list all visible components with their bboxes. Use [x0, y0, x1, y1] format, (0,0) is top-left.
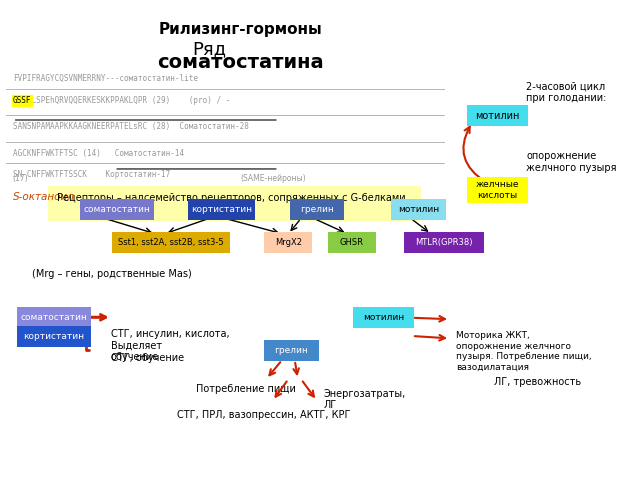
Text: (Mrg – гены, родственные Mas): (Mrg – гены, родственные Mas)	[32, 269, 191, 279]
FancyBboxPatch shape	[47, 186, 422, 221]
Text: соматостатина: соматостатина	[157, 53, 324, 72]
Text: опорожнение
желчного пузыря: опорожнение желчного пузыря	[526, 151, 616, 173]
Text: грелин: грелин	[300, 205, 334, 214]
FancyBboxPatch shape	[391, 199, 445, 220]
Text: СТГ, инсулин, кислота,
Выделяет
обучение: СТГ, инсулин, кислота, Выделяет обучение	[111, 329, 230, 362]
Text: GSSFLSPEhQRVQQERKESKKPPAKLQPR (29)    (pro) / -: GSSFLSPEhQRVQQERKESKKPPAKLQPR (29) (pro)…	[13, 96, 230, 105]
Text: SN-CNFFWKTFTSSCK    Кортостатин-17: SN-CNFFWKTFTSSCK Кортостатин-17	[13, 170, 170, 180]
Text: Рецепторы – надсемейство рецепторов, сопряженных с G-белками: Рецепторы – надсемейство рецепторов, соп…	[57, 193, 406, 203]
FancyBboxPatch shape	[264, 232, 312, 253]
FancyBboxPatch shape	[188, 199, 255, 220]
FancyBboxPatch shape	[328, 232, 376, 253]
Text: S-октаноил: S-октаноил	[13, 192, 74, 202]
Text: AGCKNFFWKTFTSC (14)   Соматостатин-14: AGCKNFFWKTFTSC (14) Соматостатин-14	[13, 149, 184, 158]
Text: соматостатин: соматостатин	[84, 205, 150, 214]
Text: кортистатин: кортистатин	[191, 205, 252, 214]
FancyBboxPatch shape	[264, 340, 319, 361]
Text: Ряд: Ряд	[192, 41, 226, 59]
Text: соматостатин: соматостатин	[20, 313, 87, 322]
Text: Рилизинг-гормоны: Рилизинг-гормоны	[159, 22, 323, 36]
Text: Sst1, sst2A, sst2B, sst3-5: Sst1, sst2A, sst2B, sst3-5	[118, 239, 224, 247]
Text: грелин: грелин	[275, 347, 308, 355]
Text: SANSNPAMAAPKKAAGKNEERPATELsRC (28)  Соматостатин-28: SANSNPAMAAPKKAAGKNEERPATELsRC (28) Сомат…	[13, 122, 248, 132]
Text: GSSF: GSSF	[13, 96, 31, 105]
Text: FVPIFRAGYCQSVNMERRNY---соматостатин-lite: FVPIFRAGYCQSVNMERRNY---соматостатин-lite	[13, 74, 198, 84]
Text: 2-часовой цикл
при голодании:: 2-часовой цикл при голодании:	[526, 82, 607, 103]
FancyBboxPatch shape	[17, 326, 91, 347]
Text: MrgX2: MrgX2	[275, 239, 302, 247]
FancyBboxPatch shape	[467, 105, 528, 126]
FancyBboxPatch shape	[404, 232, 484, 253]
FancyBboxPatch shape	[467, 177, 528, 203]
Text: желчные
кислоты: желчные кислоты	[476, 180, 519, 200]
Text: ЛГ, тревожность: ЛГ, тревожность	[494, 377, 582, 387]
FancyBboxPatch shape	[112, 232, 230, 253]
FancyBboxPatch shape	[290, 199, 344, 220]
Text: мотилин: мотилин	[363, 313, 404, 322]
Text: GHSR: GHSR	[340, 239, 364, 247]
Text: СТГ, ПРЛ, вазопрессин, АКТГ, КРГ: СТГ, ПРЛ, вазопрессин, АКТГ, КРГ	[177, 410, 351, 420]
Text: мотилин: мотилин	[476, 111, 520, 120]
Text: Потребление пищи: Потребление пищи	[196, 384, 296, 394]
Text: кортистатин: кортистатин	[23, 332, 84, 341]
Text: мотилин: мотилин	[397, 205, 439, 214]
Text: Энергозатраты,
ЛГ: Энергозатраты, ЛГ	[323, 389, 406, 410]
FancyBboxPatch shape	[81, 199, 154, 220]
FancyBboxPatch shape	[17, 307, 91, 328]
Text: Моторика ЖКТ,
опорожнение желчного
пузыря. Потребление пищи,
вазодилатация: Моторика ЖКТ, опорожнение желчного пузыр…	[456, 331, 592, 372]
Text: MTLR(GPR38): MTLR(GPR38)	[415, 239, 472, 247]
Text: (SAME-нейроны): (SAME-нейроны)	[241, 174, 307, 183]
FancyBboxPatch shape	[353, 307, 414, 328]
Text: (17): (17)	[13, 174, 28, 183]
Text: СТГ, обучение: СТГ, обучение	[111, 353, 184, 363]
